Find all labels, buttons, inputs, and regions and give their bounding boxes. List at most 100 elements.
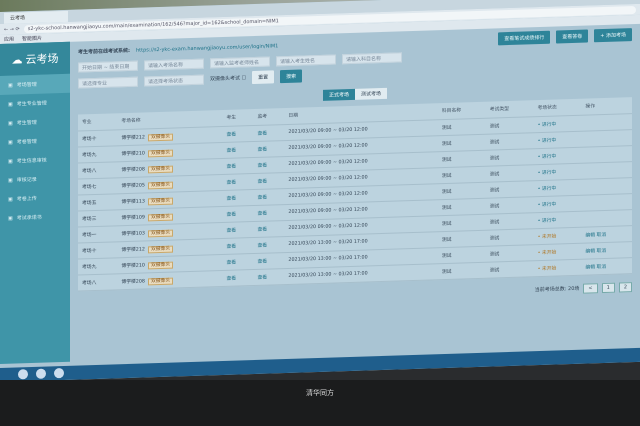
view-students-link[interactable]: 查看	[226, 260, 237, 266]
double-camera-checkbox[interactable]: 双摄像头考试 ☐	[210, 75, 247, 83]
major-cell: 考场一	[78, 225, 118, 243]
double-camera-tag: 双摄像头	[147, 213, 174, 221]
sidebar-item[interactable]: ▣ 考生专业管理	[0, 93, 70, 114]
view-students-link[interactable]: 查看	[226, 132, 237, 138]
major-cell: 考场七	[78, 177, 118, 195]
view-students-link[interactable]: 查看	[226, 212, 237, 218]
menu-icon: ▣	[8, 158, 13, 165]
subject-cell: 测试	[437, 165, 486, 184]
search-button[interactable]: 搜索	[280, 69, 303, 84]
sidebar-item-label: 考场管理	[16, 81, 37, 89]
view-proctors-link[interactable]: 查看	[257, 179, 268, 185]
sidebar-item[interactable]: ▣ 考试承诺书	[0, 207, 70, 228]
rank-button[interactable]: 查看笔试成绩排行	[498, 30, 551, 46]
view-students-link[interactable]: 查看	[226, 228, 237, 234]
subject-name-input[interactable]: 请输入科目名称	[342, 52, 402, 65]
date-range-input[interactable]: 开始日期 ~ 结束日期	[78, 60, 138, 73]
sidebar-item-label: 审核记录	[16, 176, 37, 184]
menu-icon: ▣	[8, 215, 13, 222]
monitor-bezel: 清华同方	[0, 380, 640, 426]
menu-icon: ▣	[8, 177, 13, 184]
view-proctors-link[interactable]: 查看	[257, 243, 268, 249]
double-camera-tag: 双摄像头	[147, 245, 174, 253]
view-proctors-link[interactable]: 查看	[257, 259, 268, 265]
subject-cell: 测试	[437, 117, 486, 136]
cancel-link[interactable]: 取消	[596, 248, 607, 254]
subject-cell: 测试	[437, 149, 486, 168]
browser-tab[interactable]: 云考场	[4, 10, 68, 24]
major-cell: 考场八	[78, 161, 118, 179]
view-proctors-link[interactable]: 查看	[257, 163, 268, 169]
sidebar-item-label: 考生信息审核	[16, 157, 47, 165]
double-camera-tag: 双摄像头	[147, 165, 174, 173]
system-link[interactable]: https://s2-ykc-exam.hanwangjiaoyu.com/us…	[136, 42, 279, 54]
reset-button[interactable]: 重置	[252, 70, 275, 85]
view-students-link[interactable]: 查看	[226, 244, 237, 250]
column-header: 监考	[253, 108, 285, 126]
column-header: 考场状态	[533, 98, 582, 117]
cancel-link[interactable]: 取消	[596, 232, 607, 238]
subject-cell: 测试	[437, 197, 486, 216]
view-proctors-link[interactable]: 查看	[257, 131, 268, 137]
sidebar-item-label: 考生专业管理	[16, 100, 47, 108]
subject-cell: 测试	[437, 213, 486, 232]
sidebar-item[interactable]: ▣ 考卷上传	[0, 188, 70, 209]
view-proctors-link[interactable]: 查看	[257, 147, 268, 153]
tab-test[interactable]: 测试考场	[355, 87, 388, 100]
status-badge: • 未开始	[533, 226, 582, 245]
page-2[interactable]: 2	[618, 281, 632, 293]
edit-link[interactable]: 编辑	[585, 248, 596, 255]
view-students-link[interactable]: 查看	[226, 180, 237, 186]
edit-link[interactable]: 编辑	[585, 232, 596, 239]
status-badge: • 进行中	[533, 130, 582, 149]
subject-cell: 测试	[437, 261, 486, 280]
bookmark[interactable]: 智能图片	[22, 35, 43, 43]
view-students-link[interactable]: 查看	[226, 196, 237, 202]
type-cell: 测试	[485, 196, 534, 214]
sidebar-item[interactable]: ▣ 考卷管理	[0, 131, 70, 152]
subject-cell: 测试	[437, 229, 486, 248]
status-badge: • 进行中	[533, 146, 582, 165]
menu-icon: ▣	[8, 120, 13, 127]
tab-formal[interactable]: 正式考场	[322, 88, 355, 101]
status-select[interactable]: 请选择考场状态	[144, 74, 204, 86]
sidebar-item[interactable]: ▣ 考场管理	[0, 73, 70, 95]
add-room-button[interactable]: + 添加考场	[594, 28, 632, 43]
double-camera-tag: 双摄像头	[147, 181, 174, 189]
brand-logo: 清华同方	[306, 389, 334, 397]
column-header: 考生	[222, 109, 254, 127]
teacher-name-input[interactable]: 请输入监考老师姓名	[210, 56, 270, 69]
sidebar-item[interactable]: ▣ 审核记录	[0, 169, 70, 190]
nav-icons[interactable]: ← → ⟳	[4, 25, 20, 33]
type-cell: 测试	[485, 164, 534, 182]
sidebar-item[interactable]: ▣ 考生信息审核	[0, 150, 70, 171]
prev-page[interactable]: <	[583, 282, 598, 294]
start-icon[interactable]	[18, 369, 28, 380]
sidebar-item[interactable]: ▣ 考生管理	[0, 112, 70, 133]
view-proctors-link[interactable]: 查看	[257, 227, 268, 233]
edit-link[interactable]: 编辑	[585, 264, 596, 271]
room-name-input[interactable]: 请输入考场名称	[144, 58, 204, 71]
bookmark[interactable]: 应用	[4, 36, 15, 43]
major-select[interactable]: 请选择专业	[78, 76, 138, 89]
review-button[interactable]: 查看答卷	[556, 29, 589, 44]
view-students-link[interactable]: 查看	[226, 148, 237, 154]
sidebar-item-label: 考卷管理	[16, 138, 37, 146]
page-1[interactable]: 1	[601, 282, 615, 293]
status-badge: • 进行中	[533, 114, 582, 133]
major-cell: 考场十	[78, 241, 118, 259]
view-proctors-link[interactable]: 查看	[257, 275, 268, 281]
major-cell: 考场十	[78, 129, 118, 147]
browser-icon[interactable]	[36, 368, 46, 379]
major-cell: 考场九	[78, 257, 118, 275]
view-students-link[interactable]: 查看	[226, 276, 237, 282]
monitor-screen: 云考场 ← → ⟳ s2-ykc-school.hanwangjiaoyu.com…	[0, 0, 640, 383]
total-count: 当前考场总数: 20场	[534, 285, 580, 294]
student-name-input[interactable]: 请输入考生姓名	[276, 54, 336, 67]
view-proctors-link[interactable]: 查看	[257, 195, 268, 201]
view-proctors-link[interactable]: 查看	[257, 211, 268, 217]
app-icon[interactable]	[54, 367, 64, 379]
view-students-link[interactable]: 查看	[226, 164, 237, 170]
cancel-link[interactable]: 取消	[596, 264, 607, 270]
subject-cell: 测试	[437, 245, 486, 264]
